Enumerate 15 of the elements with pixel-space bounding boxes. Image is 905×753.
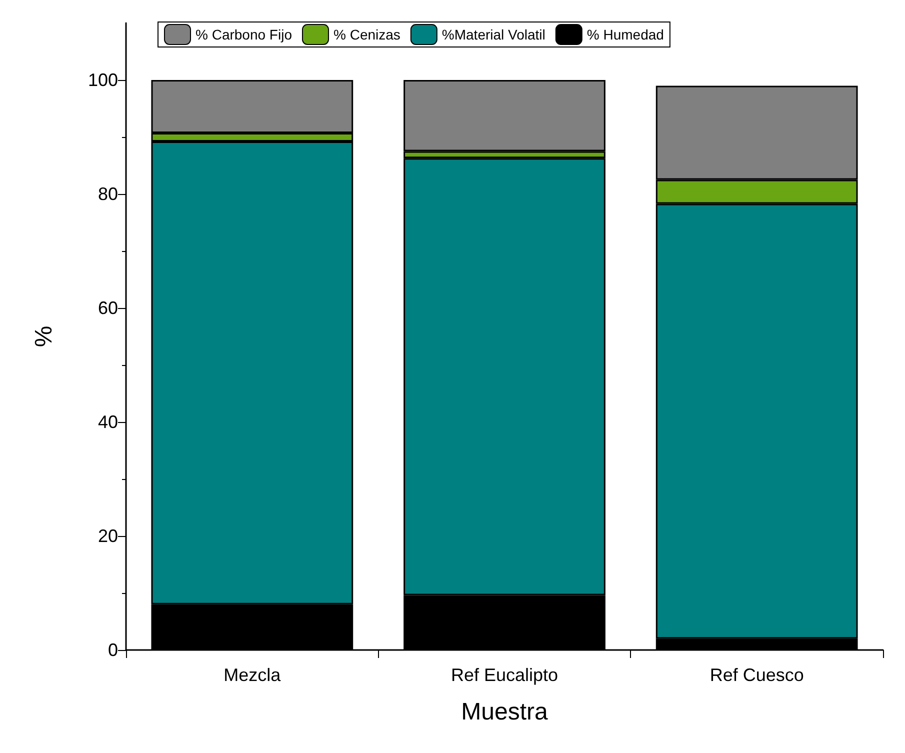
y-tick-label: 20 [98,526,118,546]
legend-label: % Carbono Fijo [196,26,292,42]
x-tick-label: Ref Eucalipto [450,665,558,685]
y-tick-label: 0 [108,640,118,660]
legend-label: % Humedad [586,26,664,42]
legend-label: %Material Volatil [442,26,546,42]
y-tick-label: 40 [98,412,118,432]
y-axis-title: % [30,326,58,348]
y-tick-label: 100 [88,70,118,90]
x-tick-label: Ref Cuesco [710,665,804,685]
legend-label: % Cenizas [333,26,400,42]
x-tick-label: Mezcla [224,665,282,685]
y-tick-label: 80 [98,184,118,204]
y-tick-label: 60 [98,298,118,318]
x-axis-title: Muestra [461,698,548,726]
